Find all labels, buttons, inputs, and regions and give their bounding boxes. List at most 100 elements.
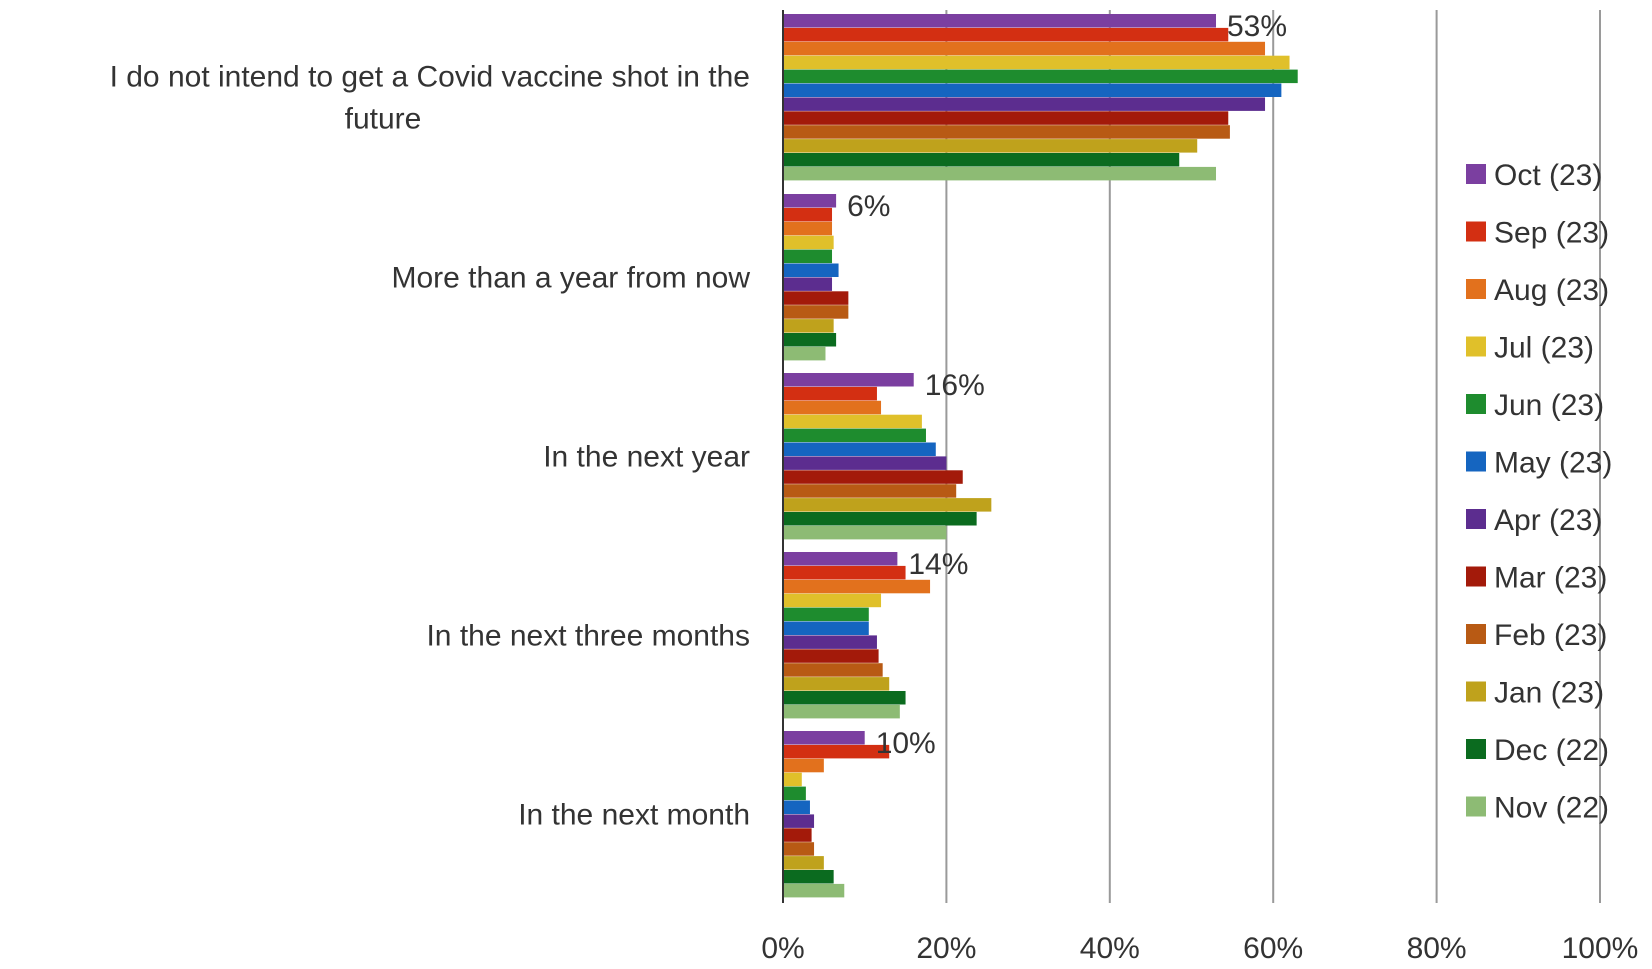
bar (783, 346, 826, 361)
bar (783, 800, 810, 814)
legend-label: Oct (23) (1494, 159, 1602, 192)
bar (783, 125, 1230, 139)
bar (783, 565, 906, 580)
legend-swatch (1466, 164, 1486, 184)
legend-label: Dec (22) (1494, 734, 1609, 767)
data-labels: 53% 6% 16% 14% 10% (847, 10, 1287, 760)
bar (783, 814, 815, 828)
bar (783, 249, 833, 264)
bar (783, 111, 1229, 125)
bar (783, 856, 824, 870)
data-label: 10% (876, 727, 936, 760)
bar (783, 663, 883, 677)
legend-label: Mar (23) (1494, 562, 1607, 595)
category-label: In the next three months (426, 619, 750, 652)
bar (783, 55, 1290, 70)
bar (783, 414, 922, 429)
legend-swatch (1466, 624, 1486, 644)
legend-label: Jan (23) (1494, 677, 1604, 710)
bar (783, 883, 845, 898)
legend: Oct (23) Sep (23) Aug (23) Jul (23) Jun (23)… (1466, 159, 1612, 825)
bar (783, 97, 1266, 111)
bar (783, 828, 812, 842)
bar (783, 704, 900, 719)
bar (783, 221, 833, 236)
bar (783, 579, 931, 594)
bar (783, 428, 926, 443)
x-tick-label: 40% (1080, 932, 1140, 964)
bar (783, 235, 834, 250)
x-tick-label: 20% (916, 932, 976, 964)
legend-label: May (23) (1494, 447, 1612, 480)
bars (783, 14, 1298, 898)
bar (783, 153, 1180, 167)
bar (783, 512, 977, 526)
legend-swatch (1466, 394, 1486, 414)
legend-swatch (1466, 681, 1486, 702)
x-tick-label: 80% (1407, 932, 1467, 964)
legend-label: Apr (23) (1494, 504, 1602, 537)
bar (783, 842, 815, 856)
x-axis-ticks: 0% 20% 40% 60% 80% 100% (761, 932, 1639, 965)
bar (783, 870, 834, 884)
bar (783, 291, 849, 305)
bar (783, 758, 824, 773)
legend-swatch (1466, 336, 1486, 357)
x-tick-label: 100% (1562, 932, 1639, 964)
bar (783, 691, 906, 705)
data-label: 14% (908, 548, 968, 581)
bar (783, 263, 839, 277)
category-label: In the next year (543, 440, 750, 473)
legend-swatch (1466, 739, 1486, 759)
bar (783, 621, 869, 635)
bar (783, 319, 834, 333)
category-labels: I do not intend to get a Covid vaccine s… (110, 60, 751, 831)
bar (783, 277, 833, 291)
bar (783, 456, 947, 470)
bar (783, 731, 865, 745)
bar (783, 635, 877, 649)
legend-label: Aug (23) (1494, 274, 1609, 307)
legend-label: Sep (23) (1494, 217, 1609, 250)
bar (783, 552, 898, 566)
legend-label: Nov (22) (1494, 792, 1609, 825)
bar (783, 400, 882, 415)
bar (783, 207, 833, 222)
legend-swatch (1466, 509, 1486, 529)
bar (783, 607, 869, 622)
bar (783, 373, 914, 387)
bar (783, 166, 1217, 181)
legend-label: Jun (23) (1494, 389, 1604, 422)
bar (783, 41, 1266, 56)
bar (783, 786, 806, 801)
bar (783, 69, 1298, 84)
data-label: 6% (847, 190, 890, 223)
data-label: 53% (1227, 10, 1287, 43)
bar (783, 525, 947, 540)
category-label: future (345, 102, 422, 135)
bar (783, 772, 802, 787)
legend-swatch (1466, 796, 1486, 817)
bar (783, 442, 936, 456)
bar (783, 386, 877, 401)
legend-label: Feb (23) (1494, 619, 1607, 652)
bar (783, 83, 1282, 97)
bar (783, 677, 890, 691)
bar (783, 333, 837, 347)
category-label: In the next month (518, 798, 750, 831)
legend-swatch (1466, 566, 1486, 587)
bar (783, 593, 882, 608)
bar (783, 470, 963, 484)
legend-swatch (1466, 451, 1486, 472)
legend-label: Jul (23) (1494, 332, 1594, 365)
data-label: 16% (925, 369, 985, 402)
bar (783, 744, 890, 759)
bar (783, 139, 1198, 153)
x-tick-label: 0% (761, 932, 804, 964)
x-tick-label: 60% (1243, 932, 1303, 964)
legend-swatch (1466, 279, 1486, 299)
bar (783, 305, 849, 319)
bar (783, 649, 879, 663)
